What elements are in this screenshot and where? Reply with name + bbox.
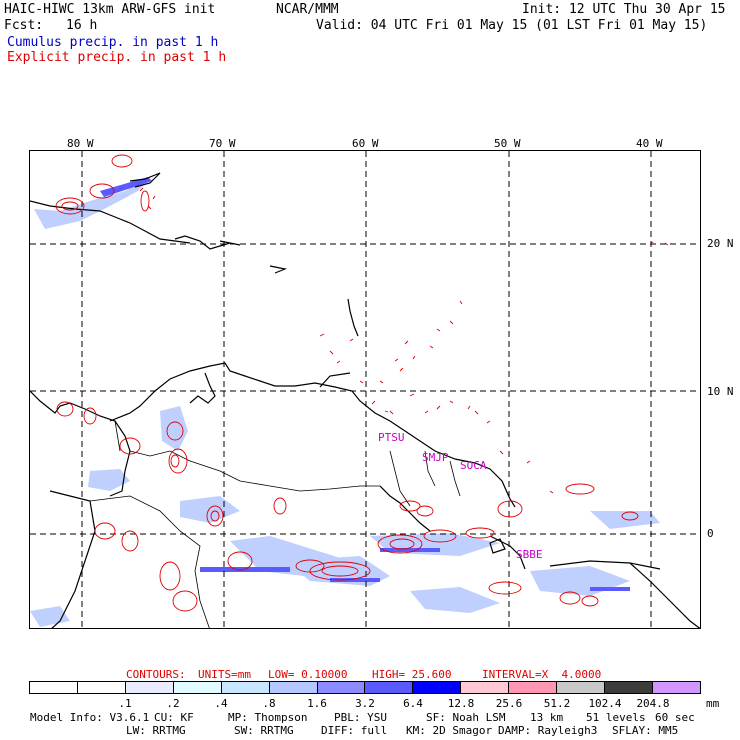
colorbar-swatch: [413, 682, 462, 693]
station-soca: SOCA: [460, 459, 487, 472]
contours-units: UNITS=mm: [198, 668, 251, 681]
lon-label-80w: 80 W: [67, 137, 94, 150]
station-smjp: SMJP: [422, 451, 449, 464]
colorbar-swatch: [125, 682, 174, 693]
organization: NCAR/MMM: [276, 2, 339, 17]
model-info: Model Info: V3.6.1: [30, 711, 150, 724]
init-time: Init: 12 UTC Thu 30 Apr 15: [522, 2, 726, 17]
colorbar-tick-label: 25.6: [495, 697, 523, 710]
coastlines: [30, 172, 700, 628]
legend-cumulus-precip: Cumulus precip. in past 1 h: [7, 35, 219, 50]
explicit-precip-contours: [55, 154, 669, 612]
colorbar-tick-label: .1: [118, 697, 132, 710]
precip-colorbar: [29, 681, 701, 694]
colorbar-tick-label: 1.6: [307, 697, 327, 710]
sflay-scheme: SFLAY: MM5: [612, 724, 679, 737]
colorbar-tick-label: 102.4: [588, 697, 622, 710]
colorbar-tick-label: .4: [214, 697, 228, 710]
lon-label-50w: 50 W: [494, 137, 521, 150]
lon-label-70w: 70 W: [209, 137, 236, 150]
sf-scheme: SF: Noah LSM: [426, 711, 506, 724]
colorbar-unit: mm: [706, 697, 720, 710]
colorbar-tick-label: 6.4: [403, 697, 423, 710]
station-ptsu: PTSU: [378, 431, 405, 444]
legend-explicit-precip: Explicit precip. in past 1 h: [7, 50, 227, 65]
sw-scheme: SW: RRTMG: [234, 724, 294, 737]
diff-scheme: DIFF: full: [321, 724, 388, 737]
mp-scheme: MP: Thompson: [228, 711, 308, 724]
cumulus-precip-areas: [30, 179, 660, 627]
contours-label: CONTOURS:: [126, 668, 186, 681]
damp-scheme: DAMP: Rayleigh3: [498, 724, 598, 737]
lon-label-60w: 60 W: [352, 137, 379, 150]
vertical-levels: 51 levels: [586, 711, 646, 724]
contours-high: HIGH= 25.600: [372, 668, 452, 681]
colorbar-swatch: [221, 682, 270, 693]
colorbar-swatch: [173, 682, 222, 693]
lat-lon-grid: [30, 151, 700, 628]
lon-label-40w: 40 W: [636, 137, 663, 150]
pbl-scheme: PBL: YSU: [334, 711, 387, 724]
cu-scheme: CU: KF: [154, 711, 194, 724]
colorbar-swatch: [30, 682, 78, 693]
country-borders: [89, 420, 461, 628]
colorbar-tick-label: .8: [262, 697, 276, 710]
map-canvas: [30, 151, 700, 628]
contours-low: LOW= 0.10000: [268, 668, 348, 681]
colorbar-swatch: [509, 682, 558, 693]
km-scheme: KM: 2D Smagor: [406, 724, 493, 737]
forecast-label: Fcst:: [4, 18, 44, 33]
precip-map: PTSU SMJP SOCA SBBE: [29, 150, 701, 629]
model-title: HAIC-HIWC 13km ARW-GFS init: [4, 2, 216, 17]
station-sbbe: SBBE: [516, 548, 543, 561]
colorbar-swatch: [269, 682, 318, 693]
colorbar-swatch: [77, 682, 126, 693]
colorbar-swatch: [605, 682, 653, 693]
lat-label-10n: 10 N: [707, 385, 734, 398]
colorbar-tick-label: 204.8: [636, 697, 670, 710]
colorbar-tick-label: 12.8: [447, 697, 475, 710]
colorbar-swatch: [365, 682, 414, 693]
colorbar-swatch: [317, 682, 366, 693]
colorbar-swatch: [461, 682, 510, 693]
time-step: 60 sec: [655, 711, 695, 724]
colorbar-swatch: [652, 682, 700, 693]
colorbar-tick-label: 51.2: [543, 697, 571, 710]
lat-label-0: 0: [707, 527, 714, 540]
colorbar-tick-label: 3.2: [355, 697, 375, 710]
contours-interval: INTERVAL=X 4.0000: [482, 668, 602, 681]
lw-scheme: LW: RRTMG: [126, 724, 186, 737]
forecast-hour: 16 h: [66, 18, 98, 33]
colorbar-tick-label: .2: [166, 697, 180, 710]
valid-time: Valid: 04 UTC Fri 01 May 15 (01 LST Fri …: [316, 18, 708, 33]
colorbar-swatch: [557, 682, 606, 693]
cumulus-precip-dark: [100, 177, 630, 591]
lat-label-20n: 20 N: [707, 237, 734, 250]
grid-spacing: 13 km: [530, 711, 564, 724]
